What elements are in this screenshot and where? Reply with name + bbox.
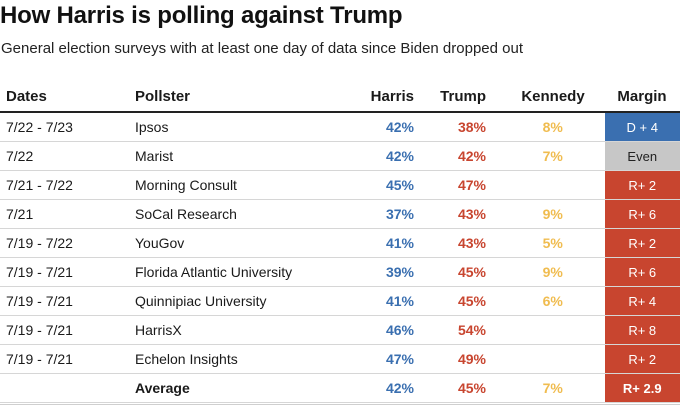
table-row: 7/22 - 7/23 Ipsos 42% 38% 8% D + 4 <box>0 112 680 142</box>
bottom-rule <box>0 404 680 405</box>
cell-pollster: Ipsos <box>131 112 358 142</box>
table-row: 7/21 SoCal Research 37% 43% 9% R+ 6 <box>0 199 680 229</box>
table-row: 7/19 - 7/21 Quinnipiac University 41% 45% 6%… <box>0 286 680 316</box>
cell-margin: Even <box>603 141 680 171</box>
header-trump: Trump <box>430 81 502 113</box>
average-trump: 45% <box>430 373 502 403</box>
cell-kennedy: 7% <box>502 141 604 171</box>
table-row: 7/22 Marist 42% 42% 7% Even <box>0 141 680 171</box>
cell-harris: 42% <box>358 112 430 142</box>
page-title: How Harris is polling against Trump <box>0 2 403 29</box>
cell-margin: D + 4 <box>603 112 680 142</box>
cell-harris: 39% <box>358 257 430 287</box>
cell-harris: 42% <box>358 141 430 171</box>
cell-dates: 7/22 <box>0 141 131 171</box>
cell-trump: 43% <box>430 199 502 229</box>
cell-trump: 42% <box>430 141 502 171</box>
cell-margin: R+ 2 <box>603 228 680 258</box>
cell-dates: 7/19 - 7/22 <box>0 228 131 258</box>
cell-margin: R+ 6 <box>603 199 680 229</box>
cell-pollster: Florida Atlantic University <box>131 257 358 287</box>
cell-trump: 38% <box>430 112 502 142</box>
cell-dates: 7/19 - 7/21 <box>0 344 131 374</box>
average-label: Average <box>131 373 358 403</box>
table-row: 7/19 - 7/21 Florida Atlantic University 39… <box>0 257 680 287</box>
cell-harris: 41% <box>358 286 430 316</box>
cell-harris: 47% <box>358 344 430 374</box>
cell-kennedy <box>502 170 604 200</box>
cell-kennedy <box>502 344 604 374</box>
cell-trump: 43% <box>430 228 502 258</box>
cell-pollster: HarrisX <box>131 315 358 345</box>
average-kennedy: 7% <box>502 373 604 403</box>
cell-kennedy: 9% <box>502 257 604 287</box>
polling-table: Dates Pollster Harris Trump Kennedy Marg… <box>0 81 680 403</box>
cell-pollster: Echelon Insights <box>131 344 358 374</box>
header-harris: Harris <box>358 81 430 113</box>
header-dates: Dates <box>0 81 131 113</box>
cell-dates: 7/19 - 7/21 <box>0 286 131 316</box>
cell-kennedy: 5% <box>502 228 604 258</box>
cell-dates: 7/21 <box>0 199 131 229</box>
header-kennedy: Kennedy <box>502 81 604 113</box>
cell-dates: 7/22 - 7/23 <box>0 112 131 142</box>
table-row: 7/19 - 7/22 YouGov 41% 43% 5% R+ 2 <box>0 228 680 258</box>
cell-kennedy: 6% <box>502 286 604 316</box>
cell-harris: 46% <box>358 315 430 345</box>
cell-dates: 7/21 - 7/22 <box>0 170 131 200</box>
cell-kennedy: 9% <box>502 199 604 229</box>
cell-margin: R+ 2 <box>603 344 680 374</box>
cell-pollster: Marist <box>131 141 358 171</box>
average-harris: 42% <box>358 373 430 403</box>
cell-trump: 54% <box>430 315 502 345</box>
cell-harris: 45% <box>358 170 430 200</box>
header-margin: Margin <box>604 81 680 113</box>
cell-margin: R+ 2 <box>603 170 680 200</box>
table-header-row: Dates Pollster Harris Trump Kennedy Marg… <box>0 81 680 113</box>
cell-pollster: SoCal Research <box>131 199 358 229</box>
page-subtitle: General election surveys with at least o… <box>1 40 523 57</box>
cell-dates: 7/19 - 7/21 <box>0 315 131 345</box>
cell-dates: 7/19 - 7/21 <box>0 257 131 287</box>
average-margin: R+ 2.9 <box>603 373 680 403</box>
cell-margin: R+ 4 <box>603 286 680 316</box>
cell-kennedy <box>502 315 604 345</box>
table-row: 7/21 - 7/22 Morning Consult 45% 47% R+ 2 <box>0 170 680 200</box>
cell-pollster: Morning Consult <box>131 170 358 200</box>
cell-trump: 45% <box>430 286 502 316</box>
cell-pollster: YouGov <box>131 228 358 258</box>
cell-trump: 49% <box>430 344 502 374</box>
cell-margin: R+ 6 <box>603 257 680 287</box>
cell-trump: 47% <box>430 170 502 200</box>
cell-pollster: Quinnipiac University <box>131 286 358 316</box>
cell-margin: R+ 8 <box>603 315 680 345</box>
cell-dates <box>0 373 131 403</box>
table-body: 7/22 - 7/23 Ipsos 42% 38% 8% D + 4 7/22 Marist 4… <box>0 112 680 403</box>
average-row: Average 42% 45% 7% R+ 2.9 <box>0 373 680 403</box>
cell-harris: 41% <box>358 228 430 258</box>
header-pollster: Pollster <box>131 81 358 113</box>
table-row: 7/19 - 7/21 Echelon Insights 47% 49% R+ 2 <box>0 344 680 374</box>
cell-harris: 37% <box>358 199 430 229</box>
table-row: 7/19 - 7/21 HarrisX 46% 54% R+ 8 <box>0 315 680 345</box>
cell-trump: 45% <box>430 257 502 287</box>
cell-kennedy: 8% <box>502 112 604 142</box>
